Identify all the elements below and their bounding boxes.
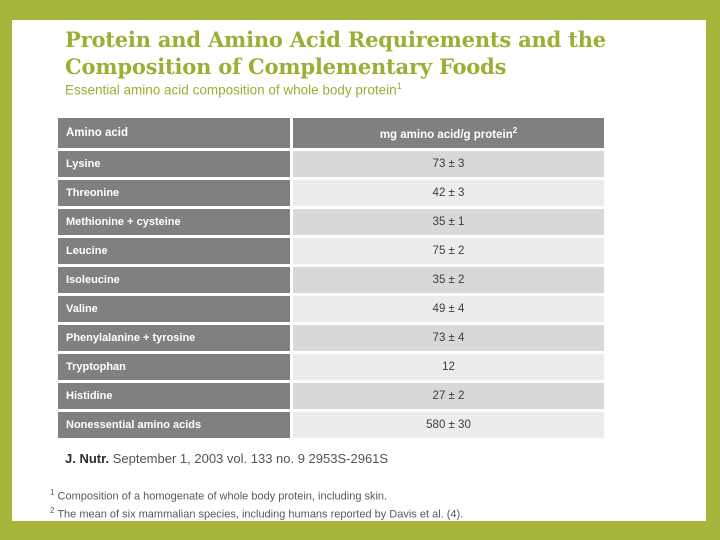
footnote-line: 2 The mean of six mammalian species, inc… xyxy=(50,504,463,522)
footnote-marker: 2 xyxy=(50,505,55,515)
amino-acid-name: Histidine xyxy=(58,383,293,412)
amino-acid-value: 580 ± 30 xyxy=(293,412,604,441)
table-row: Nonessential amino acids 580 ± 30 xyxy=(58,412,604,441)
header-value-text: mg amino acid/g protein xyxy=(379,128,513,141)
header-footnote-marker: 2 xyxy=(512,125,518,135)
footnotes: 1 Composition of a homogenate of whole b… xyxy=(50,486,463,521)
amino-acid-value: 73 ± 4 xyxy=(293,325,604,354)
header-amino-acid: Amino acid xyxy=(58,118,293,151)
amino-acid-value: 73 ± 3 xyxy=(293,151,604,180)
table-row: Phenylalanine + tyrosine 73 ± 4 xyxy=(58,325,604,354)
amino-acid-name: Methionine + cysteine xyxy=(58,209,293,238)
amino-acid-name: Tryptophan xyxy=(58,354,293,383)
amino-acid-name: Threonine xyxy=(58,180,293,209)
footnote-text: The mean of six mammalian species, inclu… xyxy=(57,508,464,521)
slide-title: Protein and Amino Acid Requirements and … xyxy=(65,27,606,79)
amino-acid-value: 35 ± 1 xyxy=(293,209,604,238)
amino-acid-name: Isoleucine xyxy=(58,267,293,296)
table-row: Lysine 73 ± 3 xyxy=(58,151,604,180)
table-row: Histidine 27 ± 2 xyxy=(58,383,604,412)
amino-acid-name: Nonessential amino acids xyxy=(58,412,293,441)
amino-acid-value: 35 ± 2 xyxy=(293,267,604,296)
slide-subtitle: Essential amino acid composition of whol… xyxy=(65,81,402,98)
table-row: Threonine 42 ± 3 xyxy=(58,180,604,209)
amino-acid-name: Lysine xyxy=(58,151,293,180)
amino-acid-value: 75 ± 2 xyxy=(293,238,604,267)
table-header-row: Amino acid mg amino acid/g protein2 xyxy=(58,118,604,151)
citation-journal: J. Nutr. xyxy=(65,451,110,466)
footnote-text: Composition of a homogenate of whole bod… xyxy=(57,490,388,503)
amino-acid-value: 27 ± 2 xyxy=(293,383,604,412)
citation-reference: September 1, 2003 vol. 133 no. 9 2953S-2… xyxy=(112,451,389,466)
table-row: Tryptophan 12 xyxy=(58,354,604,383)
subtitle-text: Essential amino acid composition of whol… xyxy=(65,82,397,98)
table-row: Leucine 75 ± 2 xyxy=(58,238,604,267)
slide: Protein and Amino Acid Requirements and … xyxy=(12,20,706,521)
table-row: Methionine + cysteine 35 ± 1 xyxy=(58,209,604,238)
citation: J. Nutr. September 1, 2003 vol. 133 no. … xyxy=(65,451,388,466)
amino-acid-value: 42 ± 3 xyxy=(293,180,604,209)
subtitle-footnote-marker: 1 xyxy=(396,81,402,91)
header-mg-per-g-protein: mg amino acid/g protein2 xyxy=(293,118,604,151)
amino-acid-value: 12 xyxy=(293,354,604,383)
amino-acid-name: Valine xyxy=(58,296,293,325)
amino-acid-table: Amino acid mg amino acid/g protein2 Lysi… xyxy=(58,118,604,441)
table-body: Lysine 73 ± 3 Threonine 42 ± 3 Methionine + … xyxy=(58,151,604,441)
table-row: Valine 49 ± 4 xyxy=(58,296,604,325)
table-row: Isoleucine 35 ± 2 xyxy=(58,267,604,296)
amino-acid-value: 49 ± 4 xyxy=(293,296,604,325)
footnote-line: 1 Composition of a homogenate of whole b… xyxy=(50,486,463,504)
amino-acid-name: Leucine xyxy=(58,238,293,267)
amino-acid-name: Phenylalanine + tyrosine xyxy=(58,325,293,354)
footnote-marker: 1 xyxy=(50,488,55,497)
